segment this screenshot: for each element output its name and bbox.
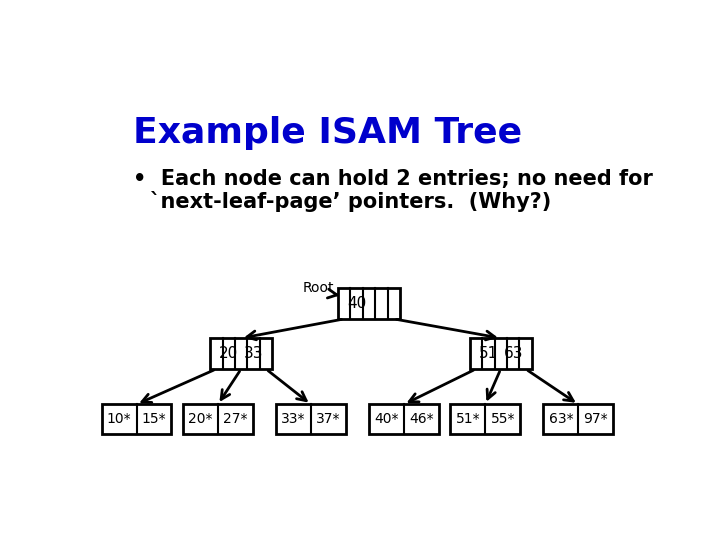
Text: `next-leaf-page’ pointers.  (Why?): `next-leaf-page’ pointers. (Why?)	[150, 191, 551, 212]
Text: Root: Root	[303, 281, 334, 295]
Text: 51*: 51*	[456, 412, 480, 426]
Bar	[338, 288, 400, 319]
Text: 10*: 10*	[107, 412, 131, 426]
Text: 46*: 46*	[409, 412, 433, 426]
Bar	[102, 404, 171, 434]
Bar	[210, 338, 272, 369]
Text: 33: 33	[244, 346, 264, 361]
Bar	[369, 404, 438, 434]
Text: 51: 51	[479, 346, 498, 361]
Text: Example ISAM Tree: Example ISAM Tree	[132, 116, 522, 150]
Text: 63: 63	[503, 346, 523, 361]
Text: 33*: 33*	[282, 412, 306, 426]
Text: 37*: 37*	[316, 412, 341, 426]
Text: 40: 40	[347, 296, 366, 311]
Bar	[469, 338, 532, 369]
Text: 40*: 40*	[374, 412, 399, 426]
Text: 97*: 97*	[583, 412, 608, 426]
Bar	[183, 404, 253, 434]
Text: 55*: 55*	[490, 412, 515, 426]
Text: 20*: 20*	[188, 412, 212, 426]
Bar	[544, 404, 613, 434]
Text: 63*: 63*	[549, 412, 573, 426]
Text: •  Each node can hold 2 entries; no need for: • Each node can hold 2 entries; no need …	[132, 169, 652, 189]
Text: 15*: 15*	[142, 412, 166, 426]
Bar	[276, 404, 346, 434]
Text: 20: 20	[219, 346, 238, 361]
Text: 27*: 27*	[223, 412, 248, 426]
Bar	[451, 404, 520, 434]
